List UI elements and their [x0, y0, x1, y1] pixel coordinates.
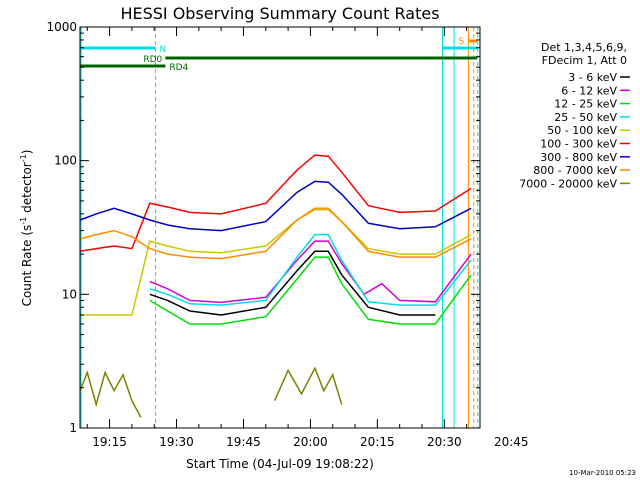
legend-label-0: 3 - 6 keV	[568, 71, 617, 84]
legend-label-8: 7000 - 20000 keV	[519, 177, 617, 190]
legend-label-3: 25 - 50 keV	[554, 111, 617, 124]
legend: Det 1,3,4,5,6,9,FDecim 1, Att 0 3 - 6 keV…	[519, 41, 630, 190]
legend-header-1: FDecim 1, Att 0	[542, 54, 627, 67]
legend-label-5: 100 - 300 keV	[540, 138, 617, 151]
y-tick-label-2: 100	[54, 154, 77, 168]
legend-label-7: 800 - 7000 keV	[533, 164, 617, 177]
annotation-rd4: RD4	[169, 63, 188, 73]
x-tick-label-0: 19:15	[92, 435, 127, 449]
y-label-end: )	[20, 150, 34, 155]
x-tick-label-5: 20:30	[427, 435, 462, 449]
annotation-rd0: RD0	[143, 55, 162, 65]
legend-label-6: 300 - 800 keV	[540, 151, 617, 164]
series-line-1-0	[149, 240, 472, 304]
x-tick-label-4: 20:15	[360, 435, 395, 449]
series-line-7-0	[79, 207, 472, 260]
series-line-6-0	[79, 180, 472, 232]
series-line-8-1	[274, 366, 343, 405]
y-label-tail: detector	[20, 162, 34, 217]
legend-label-1: 6 - 12 keV	[561, 84, 617, 97]
legend-label-2: 12 - 25 keV	[554, 98, 617, 111]
x-tick-label-6: 20:45	[494, 435, 529, 449]
x-tick-label-2: 19:45	[226, 435, 261, 449]
legend-label-4: 50 - 100 keV	[547, 124, 617, 137]
y-tick-label-1: 10	[62, 287, 77, 301]
series-line-4-0	[80, 208, 472, 316]
series-line-0-0	[149, 250, 436, 316]
chart-title: HESSI Observing Summary Count Rates	[120, 4, 439, 23]
legend-header-0: Det 1,3,4,5,6,9,	[541, 41, 627, 54]
x-tick-label-3: 20:00	[293, 435, 328, 449]
series-line-8-0	[79, 370, 142, 418]
series-line-2-0	[149, 256, 472, 325]
series-line-3-0	[149, 233, 472, 306]
footer-timestamp: 10-Mar-2010 05:23	[569, 469, 636, 477]
annotation-n: N	[160, 45, 167, 55]
y-label-sup: -1	[19, 217, 28, 225]
y-tick-label-0: 1	[69, 421, 77, 435]
annotation-s: S	[458, 37, 464, 47]
y-tick-label-3: 1000	[46, 20, 77, 34]
x-tick-label-1: 19:30	[159, 435, 194, 449]
x-axis-label: Start Time (04-Jul-09 19:08:22)	[186, 457, 374, 471]
plot-frame	[79, 26, 481, 429]
y-label-sup2: -1	[19, 154, 28, 162]
y-axis-label: Count Rate (s-1 detector-1)	[19, 150, 34, 307]
series-line-5-0	[79, 154, 472, 253]
y-label-main: Count Rate (s	[20, 225, 34, 307]
